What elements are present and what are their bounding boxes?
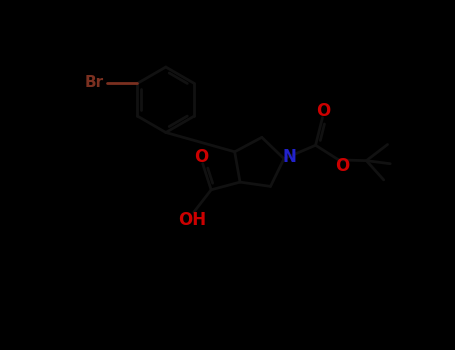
Text: O: O [194,148,208,166]
Text: N: N [282,148,296,166]
Text: Br: Br [85,75,104,90]
Text: O: O [316,102,330,120]
Text: OH: OH [178,211,206,229]
Text: O: O [335,157,349,175]
